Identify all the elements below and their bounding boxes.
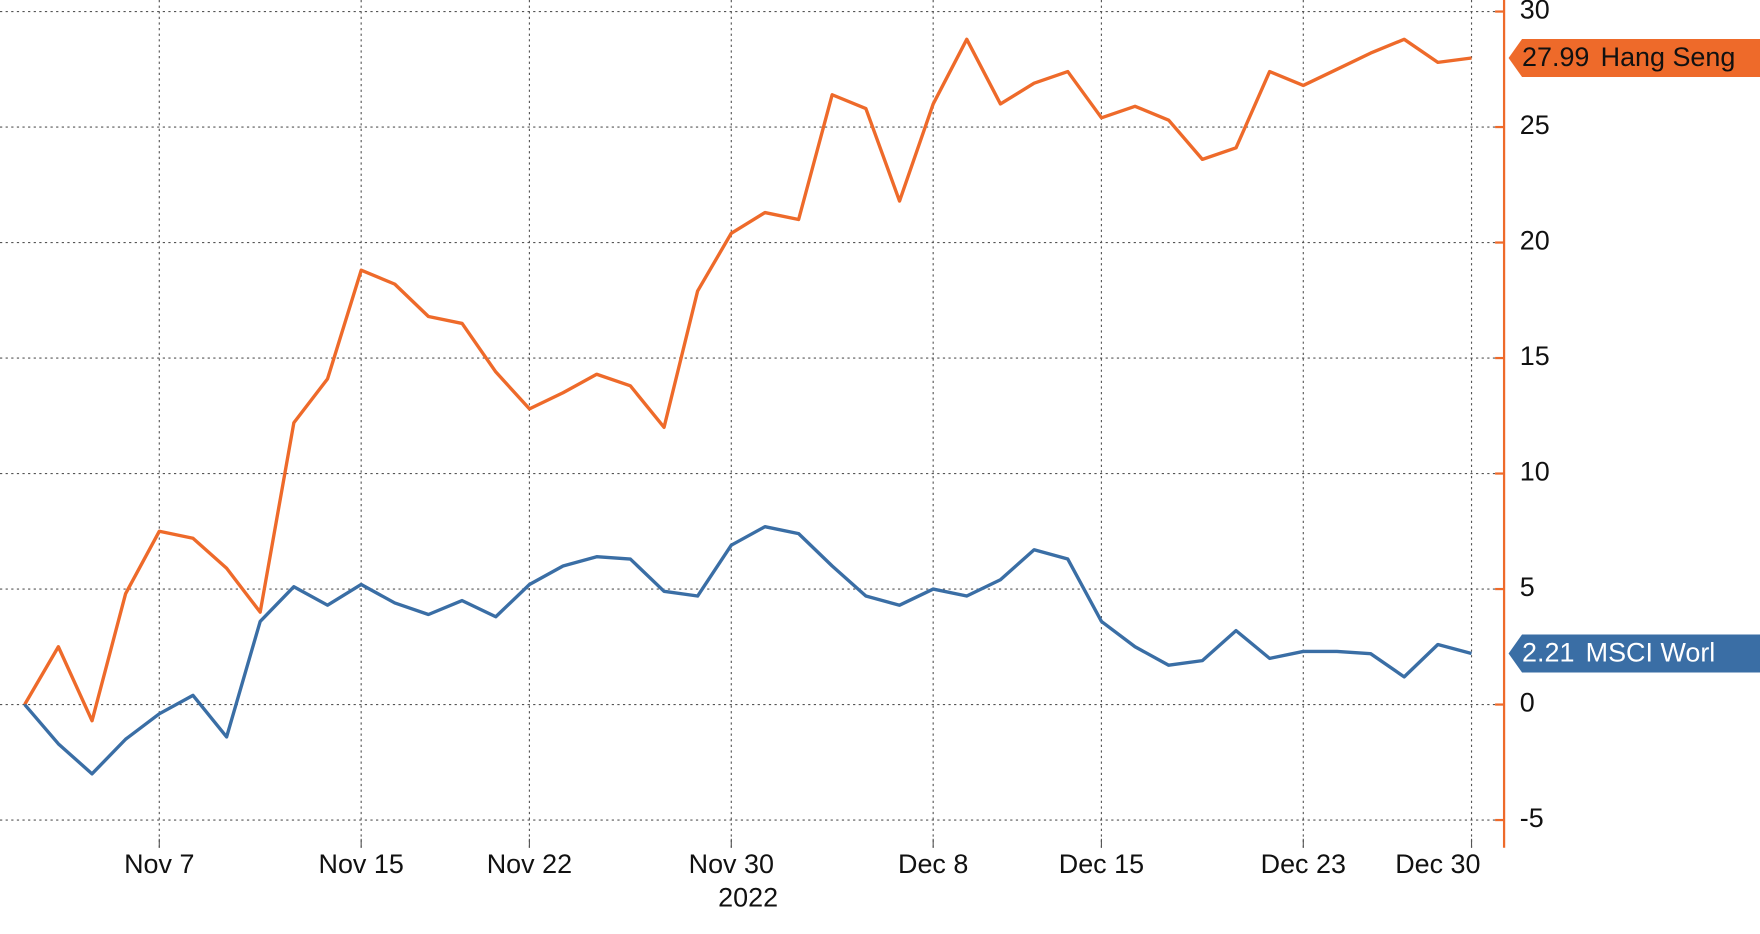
y-tick-label: 15 (1520, 341, 1550, 371)
value-tag-value: 27.99 (1522, 42, 1589, 72)
x-tick-label: Nov 30 (689, 849, 774, 879)
y-tick-label: -5 (1520, 803, 1544, 833)
x-tick-label: Nov 15 (319, 849, 404, 879)
series-line (23, 525, 1472, 776)
value-tag-name: Hang Seng (1601, 42, 1736, 72)
value-tag (1508, 38, 1760, 78)
x-tick-label: Dec 8 (898, 849, 968, 879)
x-tick-label: Dec 23 (1261, 849, 1346, 879)
y-tick-label: 10 (1520, 457, 1550, 487)
value-tag-value: 2.21 (1522, 638, 1574, 668)
y-tick-label: 5 (1520, 572, 1535, 602)
series-line (23, 37, 1472, 723)
x-tick-label: Nov 7 (124, 849, 194, 879)
x-tick-label: Nov 22 (487, 849, 572, 879)
value-tag (1508, 634, 1760, 673)
x-tick-label: Dec 30 (1395, 849, 1480, 879)
y-tick-label: 20 (1520, 226, 1550, 256)
value-tag-name: MSCI Worl (1586, 638, 1716, 668)
x-sublabel: 2022 (718, 882, 778, 912)
y-tick-label: 25 (1520, 110, 1550, 140)
y-tick-label: 0 (1520, 688, 1535, 718)
y-tick-label: 30 (1520, 0, 1550, 25)
x-tick-label: Dec 15 (1059, 849, 1144, 879)
